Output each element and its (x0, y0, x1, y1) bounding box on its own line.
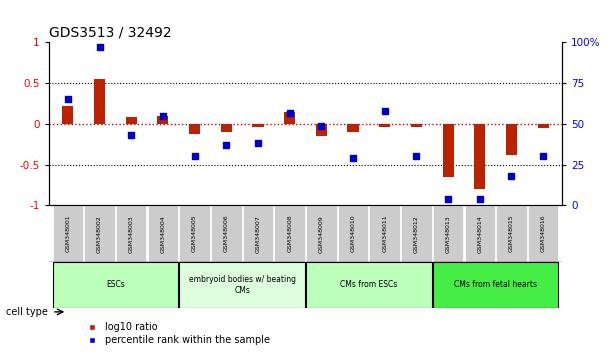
Bar (94, 79, 105, 124)
Bar (53, 205, 83, 262)
Bar (116, 205, 147, 262)
Bar (370, 205, 400, 262)
Text: GSM348007: GSM348007 (255, 215, 260, 252)
Bar (180, 205, 210, 262)
Bar (221, 124, 232, 132)
Bar (538, 124, 549, 128)
Bar (284, 112, 295, 124)
Text: GSM348013: GSM348013 (445, 215, 450, 252)
Point (221, 142, 231, 148)
Text: CMs from ESCs: CMs from ESCs (340, 280, 398, 290)
Point (475, 196, 485, 202)
Bar (411, 124, 422, 127)
Bar (338, 205, 368, 262)
Point (316, 123, 326, 129)
Point (538, 154, 548, 159)
Bar (189, 124, 200, 134)
Bar (53, 262, 178, 308)
Text: cell type: cell type (6, 307, 48, 317)
Point (380, 108, 390, 114)
Text: GSM348011: GSM348011 (382, 215, 387, 252)
Text: GSM348014: GSM348014 (477, 215, 482, 252)
Bar (528, 205, 558, 262)
Point (507, 173, 516, 179)
Bar (148, 205, 178, 262)
Bar (401, 205, 431, 262)
Bar (158, 116, 169, 124)
Point (158, 113, 168, 119)
Text: GSM348015: GSM348015 (509, 215, 514, 252)
Bar (474, 124, 485, 189)
Legend: log10 ratio, percentile rank within the sample: log10 ratio, percentile rank within the … (78, 319, 274, 349)
Bar (306, 262, 431, 308)
Point (348, 155, 358, 161)
Text: GSM348016: GSM348016 (541, 215, 546, 252)
Point (95, 45, 104, 50)
Bar (243, 205, 273, 262)
Bar (306, 205, 337, 262)
Point (63, 97, 73, 102)
Text: embryoid bodies w/ beating
CMs: embryoid bodies w/ beating CMs (189, 275, 296, 295)
Text: GDS3513 / 32492: GDS3513 / 32492 (49, 26, 172, 40)
Point (285, 110, 295, 115)
Bar (506, 124, 517, 155)
Point (411, 154, 421, 159)
Text: GSM348009: GSM348009 (319, 215, 324, 252)
Text: ESCs: ESCs (106, 280, 125, 290)
Bar (442, 124, 453, 177)
Text: GSM348001: GSM348001 (65, 215, 70, 252)
Bar (211, 205, 241, 262)
Text: GSM348003: GSM348003 (129, 215, 134, 252)
Bar (274, 205, 305, 262)
Point (443, 196, 453, 202)
Bar (316, 124, 327, 136)
Bar (379, 124, 390, 127)
Bar (348, 124, 359, 132)
Text: GSM348012: GSM348012 (414, 215, 419, 252)
Bar (84, 205, 115, 262)
Bar (252, 124, 263, 127)
Bar (180, 262, 305, 308)
Text: GSM348005: GSM348005 (192, 215, 197, 252)
Bar (464, 205, 495, 262)
Point (190, 154, 200, 159)
Bar (62, 106, 73, 124)
Bar (126, 118, 137, 124)
Bar (433, 262, 558, 308)
Text: GSM348008: GSM348008 (287, 215, 292, 252)
Bar (496, 205, 527, 262)
Text: GSM348004: GSM348004 (161, 215, 166, 252)
Text: GSM348010: GSM348010 (351, 215, 356, 252)
Point (253, 141, 263, 146)
Text: GSM348006: GSM348006 (224, 215, 229, 252)
Text: GSM348002: GSM348002 (97, 215, 102, 252)
Text: CMs from fetal hearts: CMs from fetal hearts (454, 280, 537, 290)
Bar (433, 205, 463, 262)
Point (126, 132, 136, 138)
